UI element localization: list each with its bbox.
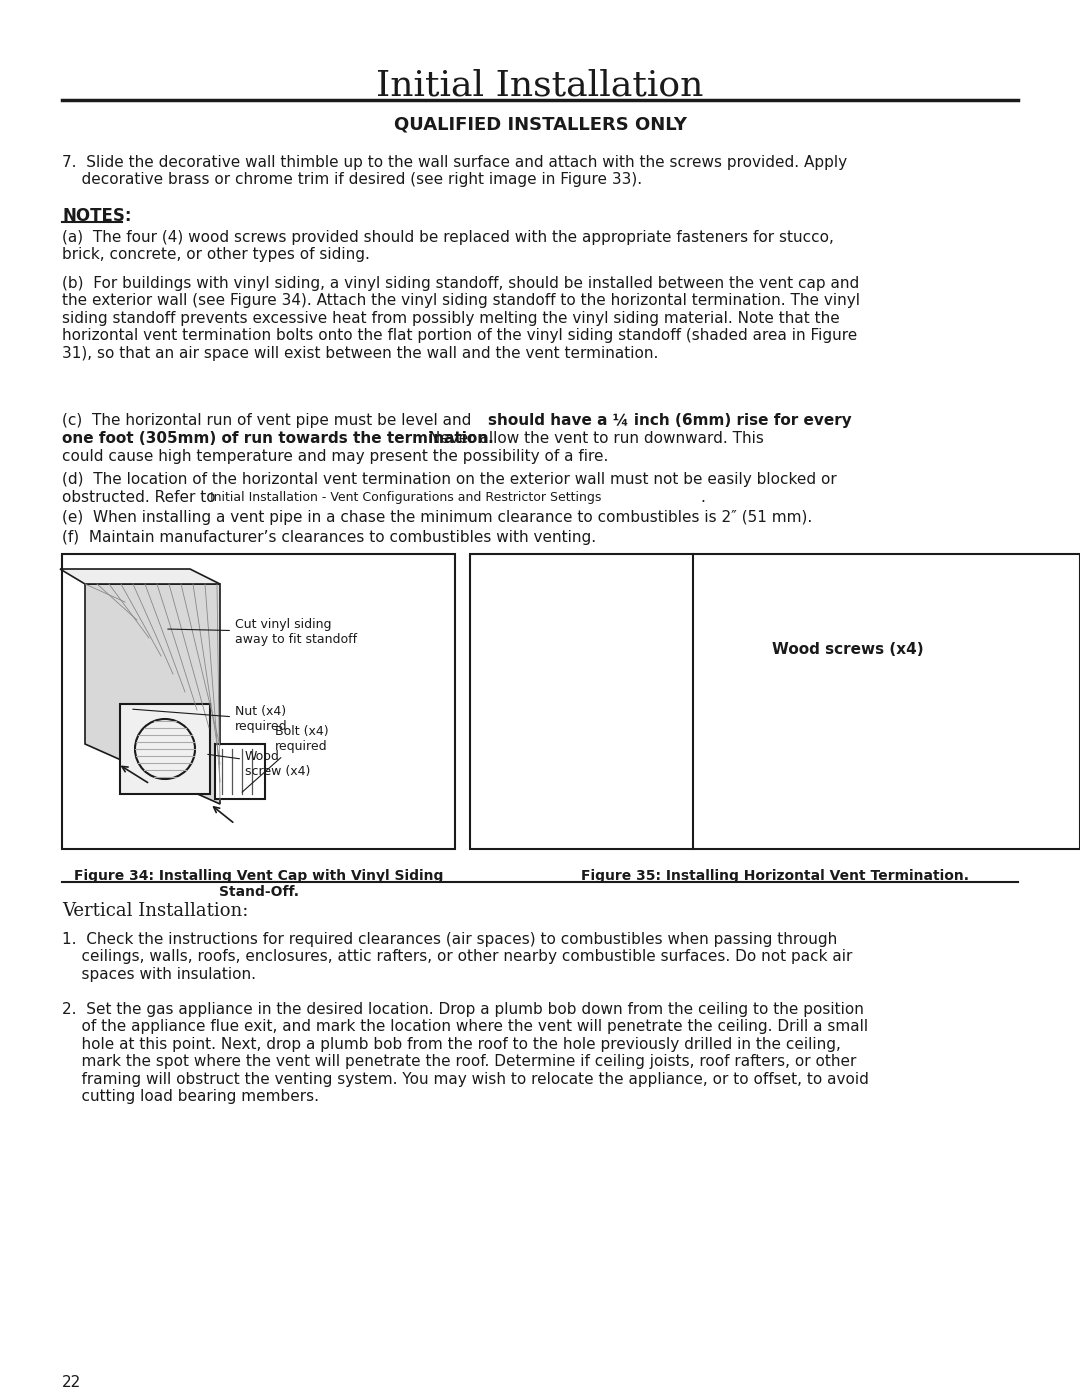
Text: (d)  The location of the horizontal vent termination on the exterior wall must n: (d) The location of the horizontal vent … xyxy=(62,472,837,488)
Bar xyxy=(62,555,455,849)
Text: one foot (305mm) of run towards the termination.: one foot (305mm) of run towards the term… xyxy=(62,432,494,446)
Bar xyxy=(215,745,265,799)
Text: should have a ¼ inch (6mm) rise for every: should have a ¼ inch (6mm) rise for ever… xyxy=(488,414,852,427)
Bar xyxy=(120,704,210,793)
Text: QUALIFIED INSTALLERS ONLY: QUALIFIED INSTALLERS ONLY xyxy=(393,116,687,134)
Text: (a)  The four (4) wood screws provided should be replaced with the appropriate f: (a) The four (4) wood screws provided sh… xyxy=(62,231,834,263)
Text: 22: 22 xyxy=(62,1375,81,1390)
Text: 1.  Check the instructions for required clearances (air spaces) to combustibles : 1. Check the instructions for required c… xyxy=(62,932,852,982)
Text: Initial Installation - Vent Configurations and Restrictor Settings: Initial Installation - Vent Configuratio… xyxy=(210,490,602,504)
Text: Wood
screw (x4): Wood screw (x4) xyxy=(207,750,310,778)
Text: Nut (x4)
required: Nut (x4) required xyxy=(133,705,287,733)
Text: Figure 35: Installing Horizontal Vent Termination.: Figure 35: Installing Horizontal Vent Te… xyxy=(581,869,969,883)
Text: Bolt (x4)
required: Bolt (x4) required xyxy=(242,725,328,792)
Text: (e)  When installing a vent pipe in a chase the minimum clearance to combustible: (e) When installing a vent pipe in a cha… xyxy=(62,510,812,525)
Text: Cut vinyl siding
away to fit standoff: Cut vinyl siding away to fit standoff xyxy=(167,617,357,645)
Text: .: . xyxy=(700,490,705,504)
Text: Wood screws (x4): Wood screws (x4) xyxy=(772,643,924,657)
Polygon shape xyxy=(60,569,220,584)
Text: (f)  Maintain manufacturer’s clearances to combustibles with venting.: (f) Maintain manufacturer’s clearances t… xyxy=(62,529,596,545)
Text: Figure 34: Installing Vent Cap with Vinyl Siding
Stand-Off.: Figure 34: Installing Vent Cap with Viny… xyxy=(73,869,443,900)
Text: NOTES:: NOTES: xyxy=(62,207,132,225)
Text: could cause high temperature and may present the possibility of a fire.: could cause high temperature and may pre… xyxy=(62,448,608,464)
Text: Initial Installation: Initial Installation xyxy=(376,68,704,102)
Text: (b)  For buildings with vinyl siding, a vinyl siding standoff, should be install: (b) For buildings with vinyl siding, a v… xyxy=(62,277,860,360)
Text: (c)  The horizontal run of vent pipe must be level and: (c) The horizontal run of vent pipe must… xyxy=(62,414,476,427)
Polygon shape xyxy=(85,584,220,805)
Bar xyxy=(470,555,1080,849)
Text: obstructed. Refer to: obstructed. Refer to xyxy=(62,490,220,504)
Text: 2.  Set the gas appliance in the desired location. Drop a plumb bob down from th: 2. Set the gas appliance in the desired … xyxy=(62,1002,869,1104)
Text: Vertical Installation:: Vertical Installation: xyxy=(62,902,248,921)
Text: Never allow the vent to run downward. This: Never allow the vent to run downward. Th… xyxy=(424,432,764,446)
Text: 7.  Slide the decorative wall thimble up to the wall surface and attach with the: 7. Slide the decorative wall thimble up … xyxy=(62,155,847,187)
